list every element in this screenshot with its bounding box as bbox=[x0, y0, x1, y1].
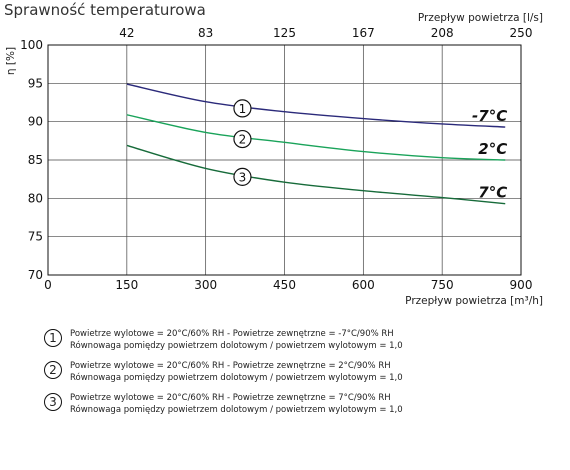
legend-line-3a: Powietrze wylotowe = 20°C/60% RH - Powie… bbox=[70, 393, 391, 403]
efficiency-chart: Sprawność temperaturowa 1 -7°C 2 2°C 3 7°C 0 1… bbox=[4, 1, 543, 307]
legend-marker-2: 2 bbox=[44, 361, 62, 379]
chart-frame bbox=[47, 44, 522, 276]
y-tick-label-2: 80 bbox=[28, 191, 43, 205]
x-tick-label-6: 900 bbox=[510, 278, 533, 292]
x2-tick-label-2: 125 bbox=[273, 26, 296, 40]
legend-line-2a: Powietrze wylotowe = 20°C/60% RH - Powie… bbox=[70, 361, 391, 371]
legend-item-1: 1 Powietrze wylotowe = 20°C/60% RH - Pow… bbox=[44, 328, 554, 352]
series-marker-label-1: 1 bbox=[239, 102, 247, 116]
chart-title: Sprawność temperaturowa bbox=[4, 1, 206, 19]
legend-line-3b: Równowaga pomiędzy powietrzem dolotowym … bbox=[70, 405, 403, 415]
chart-grid bbox=[47, 44, 522, 276]
series-end-label-3: 7°C bbox=[478, 184, 507, 202]
legend-line-2b: Równowaga pomiędzy powietrzem dolotowym … bbox=[70, 373, 403, 383]
y-tick-label-0: 70 bbox=[28, 268, 43, 282]
series-marker-2 bbox=[233, 129, 252, 149]
legend-item-2: 2 Powietrze wylotowe = 20°C/60% RH - Pow… bbox=[44, 360, 554, 384]
series-line-3 bbox=[126, 144, 506, 205]
legend-text-2: Powietrze wylotowe = 20°C/60% RH - Powie… bbox=[70, 360, 403, 384]
series-marker-label-3: 3 bbox=[239, 170, 247, 184]
x-tick-label-5: 750 bbox=[431, 278, 454, 292]
y-axis-label: η [%] bbox=[5, 47, 17, 75]
x2-tick-label-3: 167 bbox=[352, 26, 375, 40]
legend-marker-3: 3 bbox=[44, 393, 62, 411]
y-tick-label-1: 75 bbox=[28, 230, 43, 244]
x2-axis-label: Przepływ powietrza [l/s] bbox=[418, 12, 543, 24]
series-marker-3 bbox=[233, 167, 252, 186]
x2-tick-label-4: 208 bbox=[431, 26, 454, 40]
x2-tick-label-0: 42 bbox=[119, 26, 134, 40]
y-tick-label-4: 90 bbox=[28, 115, 43, 129]
legend-item-3: 3 Powietrze wylotowe = 20°C/60% RH - Pow… bbox=[44, 392, 554, 416]
legend: 1 Powietrze wylotowe = 20°C/60% RH - Pow… bbox=[44, 328, 554, 424]
x2-tick-label-5: 250 bbox=[510, 26, 533, 40]
legend-line-1a: Powietrze wylotowe = 20°C/60% RH - Powie… bbox=[70, 329, 394, 339]
y-tick-label-3: 85 bbox=[28, 153, 43, 167]
chart-series: 1 -7°C 2 2°C 3 7°C bbox=[126, 83, 507, 205]
legend-text-3: Powietrze wylotowe = 20°C/60% RH - Powie… bbox=[70, 392, 403, 416]
series-end-label-1: -7°C bbox=[472, 107, 507, 125]
series-end-label-2: 2°C bbox=[478, 140, 507, 158]
x-tick-label-3: 450 bbox=[273, 278, 296, 292]
y-tick-label-5: 95 bbox=[28, 76, 43, 90]
x-tick-label-1: 150 bbox=[115, 278, 138, 292]
x-tick-label-4: 600 bbox=[352, 278, 375, 292]
x-tick-label-2: 300 bbox=[194, 278, 217, 292]
series-marker-label-2: 2 bbox=[239, 133, 247, 147]
legend-text-1: Powietrze wylotowe = 20°C/60% RH - Powie… bbox=[70, 328, 403, 352]
y-tick-label-6: 100 bbox=[20, 38, 43, 52]
series-line-1 bbox=[126, 83, 506, 128]
series-line-2 bbox=[126, 114, 506, 161]
series-marker-1 bbox=[233, 99, 252, 118]
legend-line-1b: Równowaga pomiędzy powietrzem dolotowym … bbox=[70, 341, 403, 351]
x-axis-label: Przepływ powietrza [m³/h] bbox=[405, 295, 543, 307]
x-tick-label-0: 0 bbox=[44, 278, 52, 292]
legend-marker-1: 1 bbox=[44, 329, 62, 347]
x2-tick-label-1: 83 bbox=[198, 26, 213, 40]
plot-border bbox=[47, 44, 522, 276]
